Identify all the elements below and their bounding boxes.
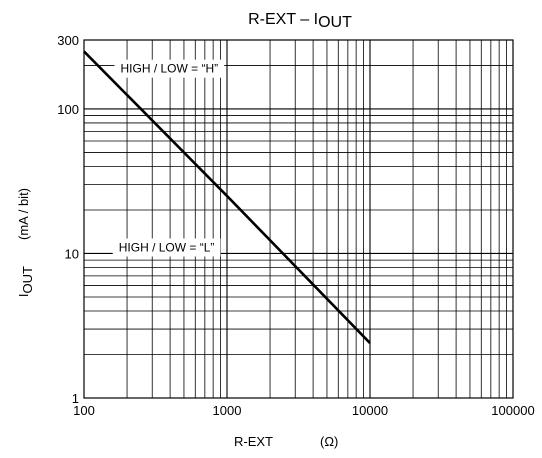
x-tick-label: 100 [73,403,95,418]
y-axis-label-subscript: OUT [20,266,35,294]
x-tick-label: 1000 [213,403,242,418]
y-axis-unit: (mA / bit) [16,188,31,240]
annotation-background [112,238,221,257]
y-axis-label-main: I [16,293,31,297]
chart-title-main: R-EXT – I [248,11,318,28]
x-tick-label: 10000 [352,403,388,418]
x-tick-labels: 100 1000 10000 100000 [73,403,535,418]
y-tick-label: 1 [72,391,79,406]
annotation-label: HIGH / LOW = “L” [119,240,215,254]
x-axis-unit: (Ω) [320,434,338,449]
series-lines [83,50,371,344]
y-tick-label: 300 [57,33,79,48]
chart-title-subscript: OUT [318,14,352,31]
y-axis-label: IOUT [16,266,35,297]
plot-frame [83,39,514,399]
x-tick-label: 100000 [491,403,534,418]
grid-lines [84,40,513,398]
y-tick-labels: 1 10 100 300 [57,33,79,406]
annotation-label: HIGH / LOW = “H” [121,62,219,76]
chart-title: R-EXT – IOUT [248,11,352,31]
y-tick-label: 10 [65,246,79,261]
annotations: HIGH / LOW = “H” HIGH / LOW = “L” [112,59,225,257]
annotation-background [114,59,225,78]
y-tick-label: 100 [57,102,79,117]
series-line [83,50,371,344]
x-axis-label: R-EXT [234,434,273,449]
